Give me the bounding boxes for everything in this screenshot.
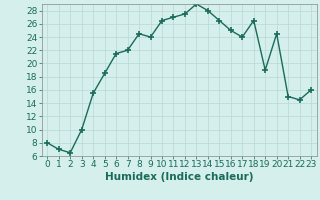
X-axis label: Humidex (Indice chaleur): Humidex (Indice chaleur) (105, 172, 253, 182)
